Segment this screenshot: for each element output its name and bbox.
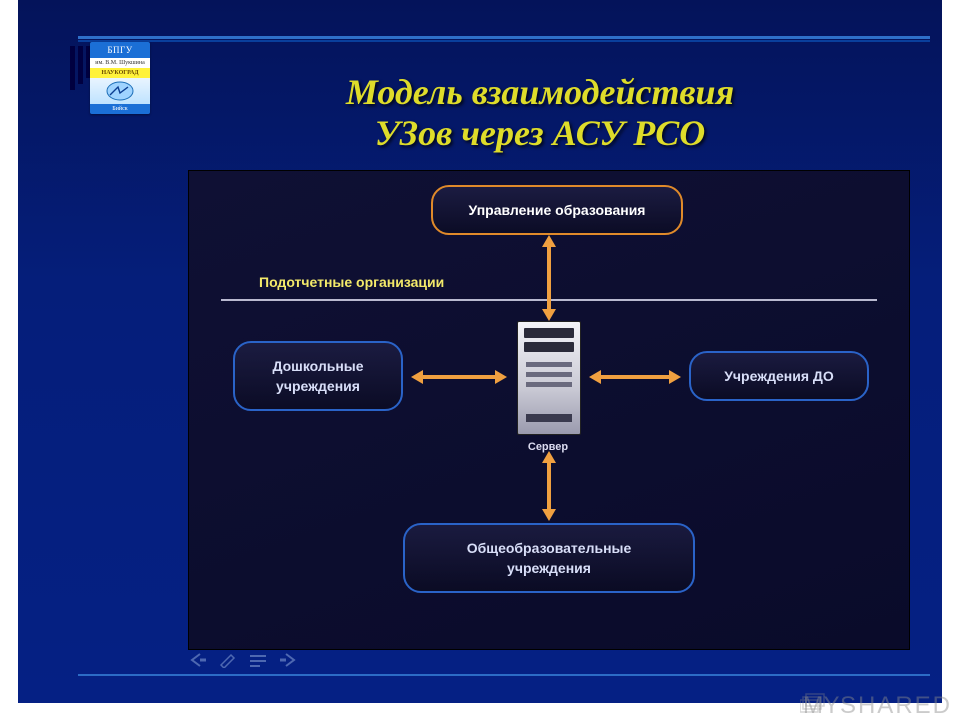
node-left: Дошкольныеучреждения — [233, 341, 403, 411]
server-icon — [517, 321, 581, 435]
logo-emblem — [90, 78, 150, 104]
arrow-left-server — [423, 375, 495, 379]
watermark: MYSHARED — [803, 692, 952, 720]
slide: БПГУ им. В.М. Шукшина НАУКОГРАД Бийск Мо… — [18, 0, 942, 703]
top-rule-2 — [78, 40, 930, 42]
title-line1: Модель взаимодействия — [346, 72, 734, 112]
node-bottom: Общеобразовательныеучреждения — [403, 523, 695, 593]
logo-tag: НАУКОГРАД — [90, 68, 150, 78]
page: БПГУ им. В.М. Шукшина НАУКОГРАД Бийск Мо… — [0, 0, 960, 720]
org-logo: БПГУ им. В.М. Шукшина НАУКОГРАД Бийск — [90, 42, 150, 114]
logo-bottom: Бийск — [90, 104, 150, 114]
menu-icon[interactable] — [248, 652, 268, 668]
slide-toolbar — [188, 652, 298, 668]
diagram-panel: Подотчетные организации Управление образ… — [188, 170, 910, 650]
logo-sub: им. В.М. Шукшина — [90, 58, 150, 68]
section-label: Подотчетные организации — [259, 274, 444, 290]
arrow-right-server — [601, 375, 669, 379]
logo-top: БПГУ — [90, 42, 150, 58]
watermark-suffix: SHARED — [840, 692, 952, 719]
prev-icon[interactable] — [188, 652, 208, 668]
top-rule — [78, 36, 930, 39]
arrow-top-server — [547, 247, 551, 309]
watermark-prefix: MY — [803, 692, 840, 719]
bottom-rule — [78, 674, 930, 676]
slide-title: Модель взаимодействия УЗов через АСУ РСО — [178, 72, 902, 155]
title-line2: УЗов через АСУ РСО — [375, 113, 706, 153]
arrow-bottom-server — [547, 463, 551, 509]
next-icon[interactable] — [278, 652, 298, 668]
node-right: Учреждения ДО — [689, 351, 869, 401]
node-top: Управление образования — [431, 185, 683, 235]
pen-icon[interactable] — [218, 652, 238, 668]
